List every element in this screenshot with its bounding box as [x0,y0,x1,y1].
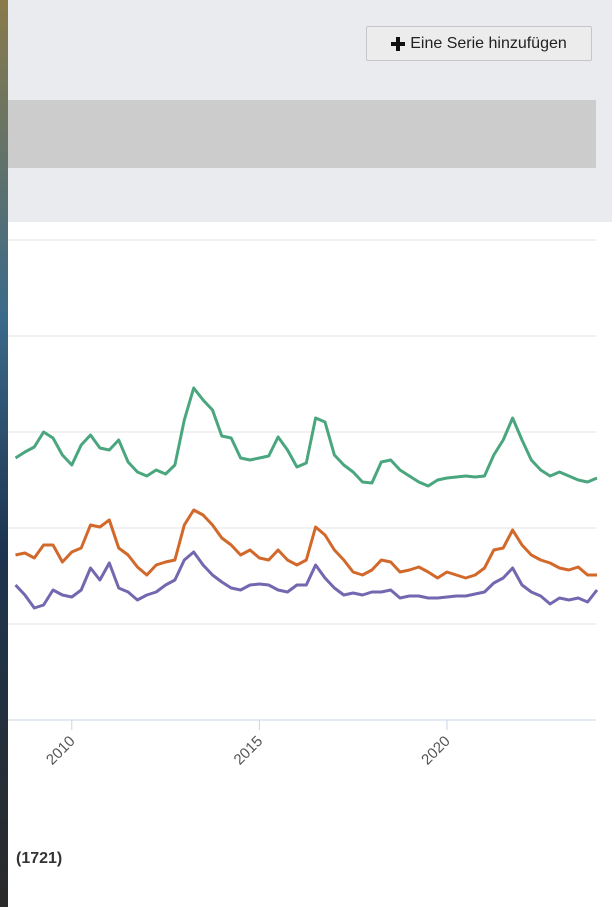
x-tick-label: 2010 [43,733,79,769]
page: Eine Serie hinzufügen 2010 2015 2020 (1721… [0,0,616,907]
plus-icon [391,37,405,51]
button-label: Eine Serie hinzufügen [410,35,567,53]
toolbar-panel: Eine Serie hinzufügen [8,0,612,222]
chart: 2010 2015 2020 [0,222,616,832]
count-label: (1721) [16,850,62,868]
x-tick-label: 2020 [418,733,454,769]
x-tick-label: 2015 [231,733,267,769]
add-series-button[interactable]: Eine Serie hinzufügen [366,26,592,61]
series-line [16,510,598,578]
placeholder-bar [8,100,596,168]
series-line [16,388,598,486]
